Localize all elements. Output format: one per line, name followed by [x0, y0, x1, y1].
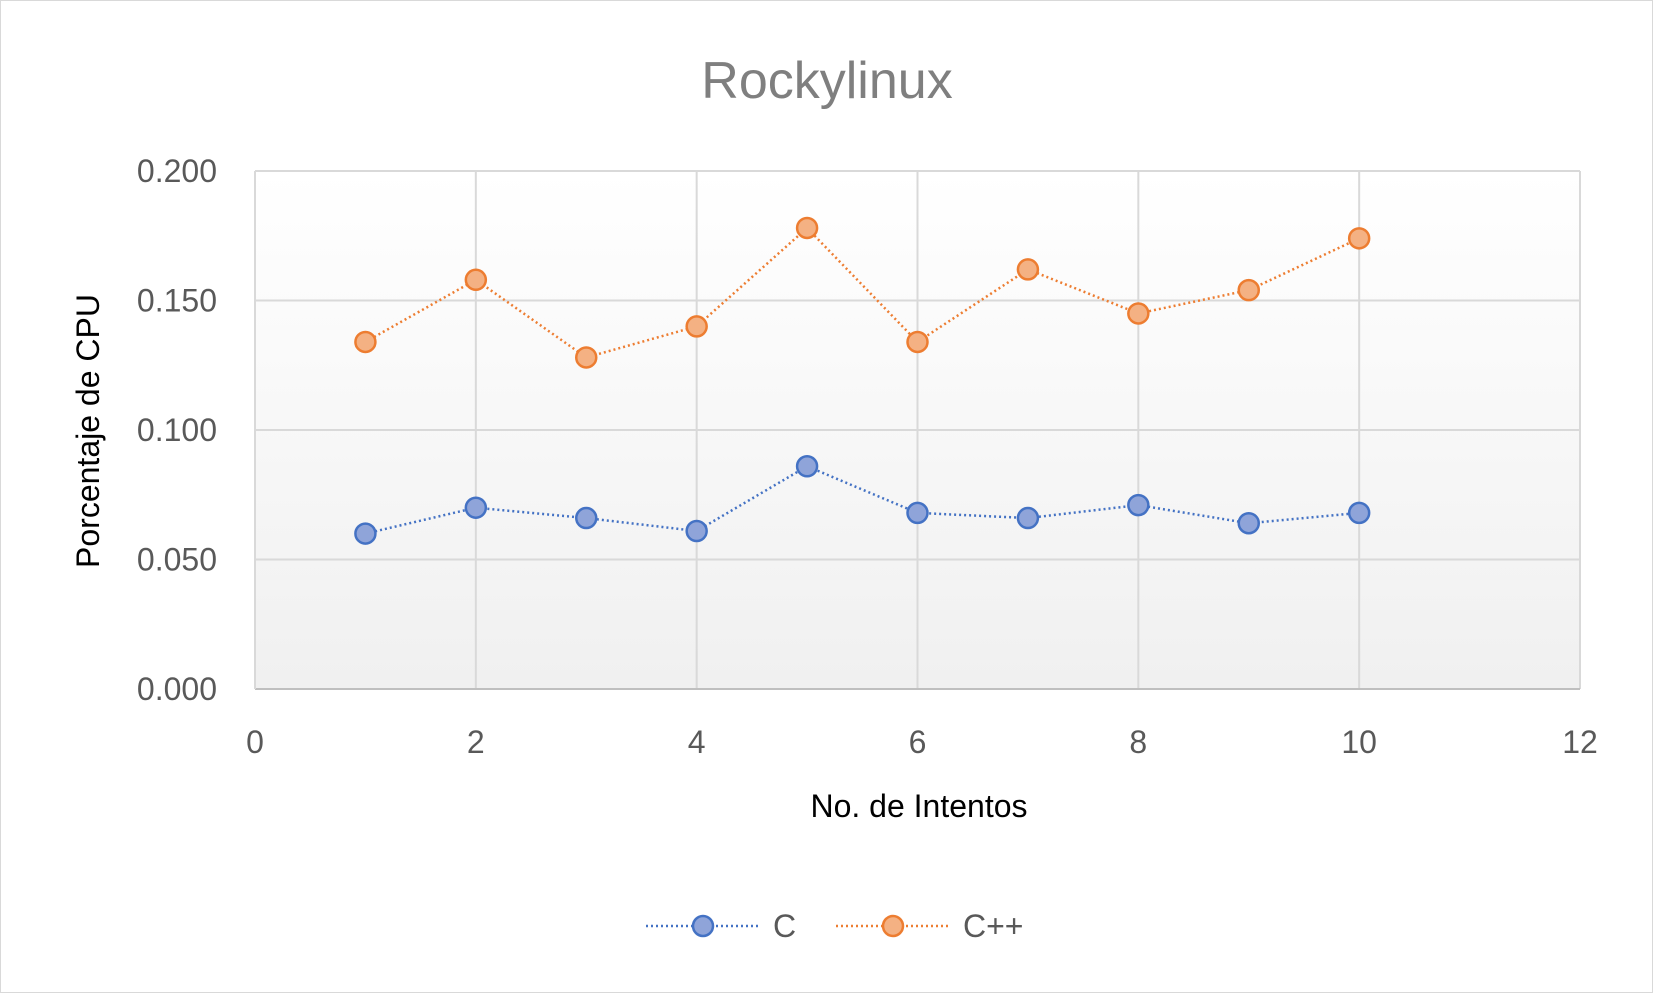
legend-item-cpp: C++ — [836, 908, 1023, 944]
data-point-cpp — [575, 346, 598, 369]
data-point-cpp — [1347, 227, 1371, 250]
series-layer — [354, 216, 1371, 545]
y-tick-label: 0.200 — [137, 153, 217, 189]
data-point-c — [464, 496, 488, 519]
x-tick-label: 0 — [246, 724, 264, 760]
data-point-cpp — [1237, 278, 1260, 302]
series-cpp — [354, 216, 1371, 369]
data-point-c — [1127, 493, 1150, 517]
data-point-c — [1237, 511, 1260, 535]
y-tick-label: 0.150 — [137, 283, 217, 319]
legend-label-cpp: C++ — [963, 908, 1023, 944]
legend-item-c: C — [646, 908, 796, 944]
x-axis-label: No. de Intentos — [810, 788, 1027, 824]
x-tick-label: 4 — [688, 724, 706, 760]
x-tick-label: 6 — [909, 724, 927, 760]
data-point-cpp — [1016, 258, 1040, 281]
legend-marker-cpp — [881, 914, 905, 938]
data-point-c — [1347, 501, 1371, 525]
data-point-cpp — [464, 268, 488, 292]
data-point-cpp — [685, 315, 708, 338]
data-point-cpp — [906, 330, 929, 354]
series-line-c — [365, 464, 1360, 535]
axes: 0 2 4 6 8 10 12 0.000 0.050 0.100 0.150 0.200 — [137, 153, 1598, 760]
data-point-cpp — [795, 216, 819, 240]
x-tick-label: 10 — [1341, 724, 1377, 760]
x-tick-label: 8 — [1129, 724, 1147, 760]
data-point-cpp — [1127, 302, 1150, 325]
data-point-c — [354, 522, 377, 545]
x-tick-label: 2 — [467, 724, 485, 760]
data-point-c — [685, 519, 708, 543]
series-c — [354, 455, 1371, 545]
data-point-c — [1016, 506, 1040, 530]
y-tick-label: 0.000 — [137, 671, 217, 707]
series-line-cpp — [364, 226, 1360, 359]
x-tick-label: 12 — [1562, 724, 1598, 760]
data-point-c — [575, 506, 598, 530]
legend-marker-c — [691, 914, 715, 938]
y-tick-label: 0.100 — [137, 412, 217, 448]
y-tick-label: 0.050 — [137, 542, 217, 578]
legend-label-c: C — [773, 908, 796, 944]
legend: C C++ — [646, 908, 1023, 944]
data-point-c — [795, 455, 819, 478]
chart-title: Rockylinux — [701, 52, 952, 110]
data-point-cpp — [354, 330, 377, 354]
grid — [255, 170, 1581, 689]
data-point-c — [906, 501, 929, 525]
y-axis-label: Porcentaje de CPU — [70, 294, 106, 568]
